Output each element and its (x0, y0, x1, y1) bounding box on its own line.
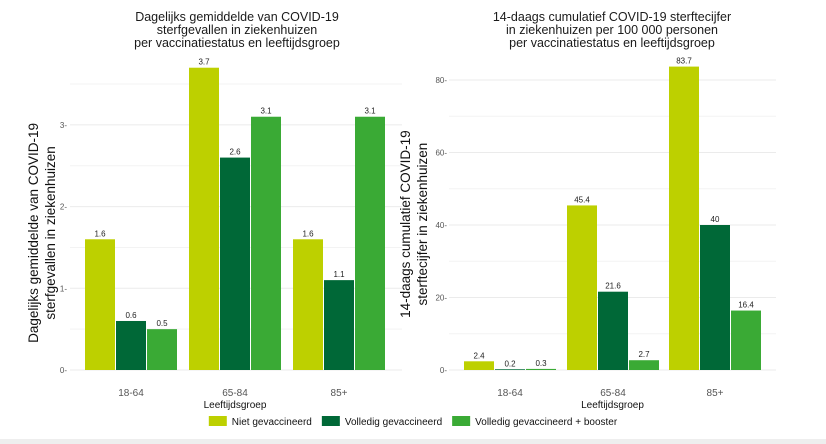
legend-swatch (208, 416, 227, 426)
y-tick-label: 60- (435, 149, 447, 158)
data-label: 1.6 (302, 229, 314, 238)
data-label: 3.1 (260, 107, 272, 116)
data-label: 16.4 (738, 301, 754, 310)
data-label: 0.6 (125, 311, 137, 320)
data-label: 0.2 (504, 359, 516, 368)
legend-swatch (452, 416, 471, 426)
x-tick-label: 18-64 (118, 388, 144, 399)
bar-niet-gevaccineerd-65-84 (567, 205, 597, 370)
bar-niet-gevaccineerd-18-64 (464, 361, 494, 370)
bar-niet-gevaccineerd-85+ (293, 239, 323, 370)
legend: Niet gevaccineerd Volledig gevaccineerd Vo… (208, 416, 618, 428)
chart-title-line: per vaccinatiestatus en leeftijdsgroep (134, 36, 340, 50)
data-label: 40 (711, 215, 720, 224)
y-tick-label: 80- (435, 76, 447, 85)
bar-volledig-gevaccineerd-booster-18-64 (147, 329, 177, 370)
bar-niet-gevaccineerd-85+ (669, 66, 699, 371)
y-tick-label: 3- (60, 121, 67, 130)
bar-volledig-gevaccineerd-65-84 (598, 291, 628, 370)
y-tick-label: 40- (435, 221, 447, 230)
y-tick-label: 20- (435, 294, 447, 303)
y-tick-label: 2- (60, 203, 67, 212)
legend-swatch (321, 416, 340, 426)
legend-item: Volledig gevaccineerd (321, 416, 442, 428)
legend-item: Niet gevaccineerd (208, 416, 312, 428)
y-axis-label: 14-daags cumulatief COVID-19 (398, 130, 413, 318)
x-axis-label: Leeftijdsgroep (204, 400, 267, 411)
y-axis-label: Dagelijks gemiddelde van COVID-19 (26, 123, 41, 343)
bar-niet-gevaccineerd-18-64 (85, 239, 115, 370)
bar-volledig-gevaccineerd-booster-65-84 (629, 360, 659, 370)
data-label: 45.4 (574, 195, 590, 204)
bar-volledig-gevaccineerd-65-84 (220, 157, 250, 370)
legend-item: Volledig gevaccineerd + booster (452, 416, 618, 428)
chart-panel-1: 0- 1- 2- 3- Dagelijks gemiddelde van COVID-1… (26, 10, 402, 411)
data-label: 3.1 (364, 107, 376, 116)
y-axis-label: sterftecijfer in ziekenhuizen (415, 143, 430, 306)
chart-panel-2: 0- 20- 40- 60- 80- 14-daags cumulatief COVID-… (398, 10, 776, 411)
bar-volledig-gevaccineerd-booster-85+ (731, 310, 761, 370)
y-tick-label: 0- (60, 366, 67, 375)
x-tick-label: 85+ (331, 388, 348, 399)
x-axis-label: Leeftijdsgroep (581, 400, 644, 411)
data-label: 3.7 (198, 58, 210, 67)
data-label: 21.6 (605, 282, 621, 291)
y-tick-label: 0- (440, 366, 447, 375)
chart-title-line: in ziekenhuizen per 100 000 personen (506, 23, 718, 37)
data-label: 1.1 (333, 270, 345, 279)
x-tick-label: 65-84 (222, 388, 248, 399)
bottom-bar (0, 439, 826, 444)
bar-volledig-gevaccineerd-85+ (324, 280, 354, 370)
chart-title-line: sterfgevallen in ziekenhuizen (157, 23, 318, 37)
data-label: 0.5 (156, 319, 168, 328)
legend-label: Volledig gevaccineerd + booster (475, 417, 618, 428)
data-label: 2.4 (473, 351, 485, 360)
bar-niet-gevaccineerd-65-84 (189, 67, 219, 371)
bar-volledig-gevaccineerd-18-64 (495, 369, 525, 370)
x-tick-label: 65-84 (600, 388, 626, 399)
bar-volledig-gevaccineerd-booster-85+ (355, 116, 385, 370)
chart-title-line: per vaccinatiestatus en leeftijdsgroep (509, 36, 715, 50)
bar-volledig-gevaccineerd-booster-65-84 (251, 116, 281, 370)
data-label: 83.7 (676, 57, 692, 66)
legend-label: Volledig gevaccineerd (345, 417, 442, 428)
data-label: 0.3 (535, 359, 547, 368)
data-label: 2.7 (638, 350, 650, 359)
bar-volledig-gevaccineerd-85+ (700, 225, 730, 370)
chart-title-line: Dagelijks gemiddelde van COVID-19 (135, 10, 339, 24)
x-tick-label: 85+ (707, 388, 724, 399)
x-tick-label: 18-64 (497, 388, 523, 399)
bar-volledig-gevaccineerd-18-64 (116, 320, 146, 370)
data-label: 2.6 (229, 148, 241, 157)
y-axis-label: sterfgevallen in ziekenhuizen (43, 146, 58, 319)
legend-label: Niet gevaccineerd (232, 417, 312, 428)
bar-volledig-gevaccineerd-booster-18-64 (526, 368, 556, 370)
data-label: 1.6 (94, 229, 106, 238)
chart-title-line: 14-daags cumulatief COVID-19 sterftecijf… (493, 10, 731, 24)
y-tick-label: 1- (60, 284, 67, 293)
